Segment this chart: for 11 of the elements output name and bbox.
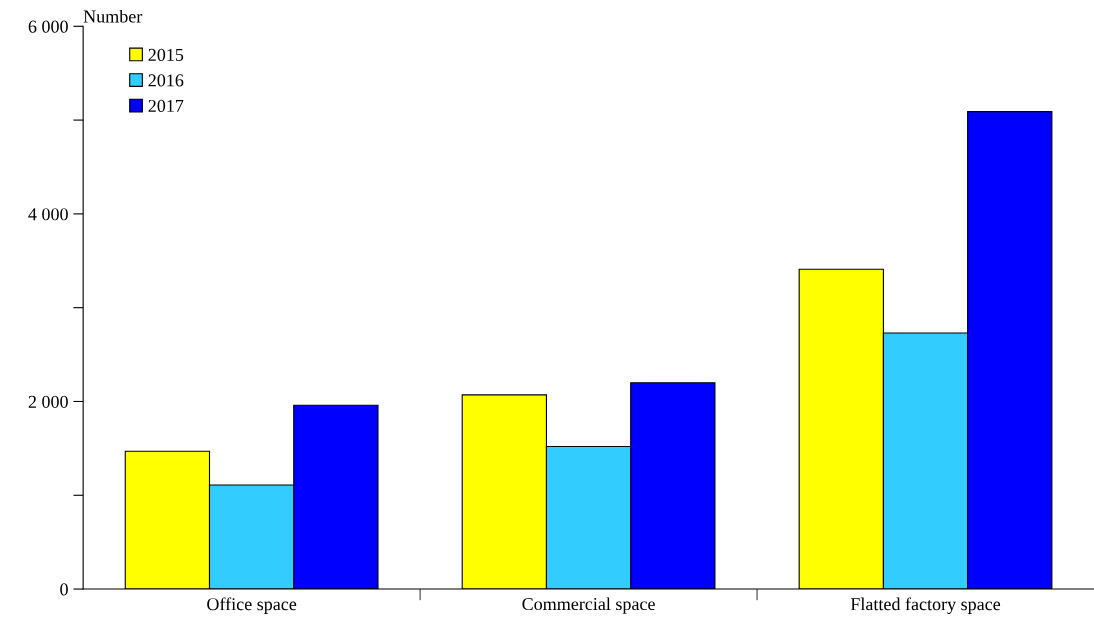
legend-label: 2015 [148, 48, 184, 61]
y-tick-label: 4 000 [28, 208, 68, 221]
y-axis-title: Number [83, 9, 143, 23]
y-tick-label: 6 000 [28, 20, 68, 33]
legend-label: 2016 [148, 74, 184, 87]
x-tick-label: Office space [207, 597, 297, 614]
x-tick-label: Flatted factory space [850, 597, 1001, 615]
legend-label: 2017 [148, 99, 184, 113]
y-tick-label: 0 [60, 583, 68, 596]
y-tick-label: 2 000 [28, 395, 68, 408]
x-tick-label: Commercial space [522, 597, 655, 614]
